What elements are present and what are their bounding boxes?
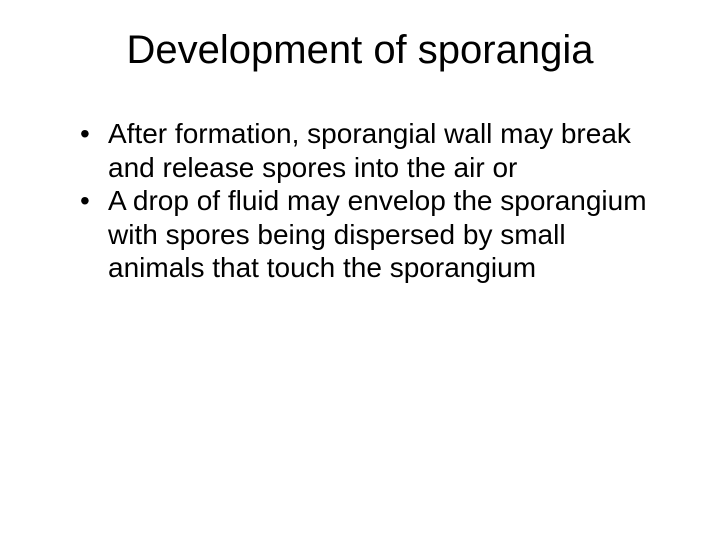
bullet-item: After formation, sporangial wall may bre… [80,117,660,184]
bullet-item: A drop of fluid may envelop the sporangi… [80,184,660,285]
slide-title: Development of sporangia [60,28,660,73]
slide: Development of sporangia After formation… [0,0,720,540]
bullet-list: After formation, sporangial wall may bre… [60,117,660,285]
